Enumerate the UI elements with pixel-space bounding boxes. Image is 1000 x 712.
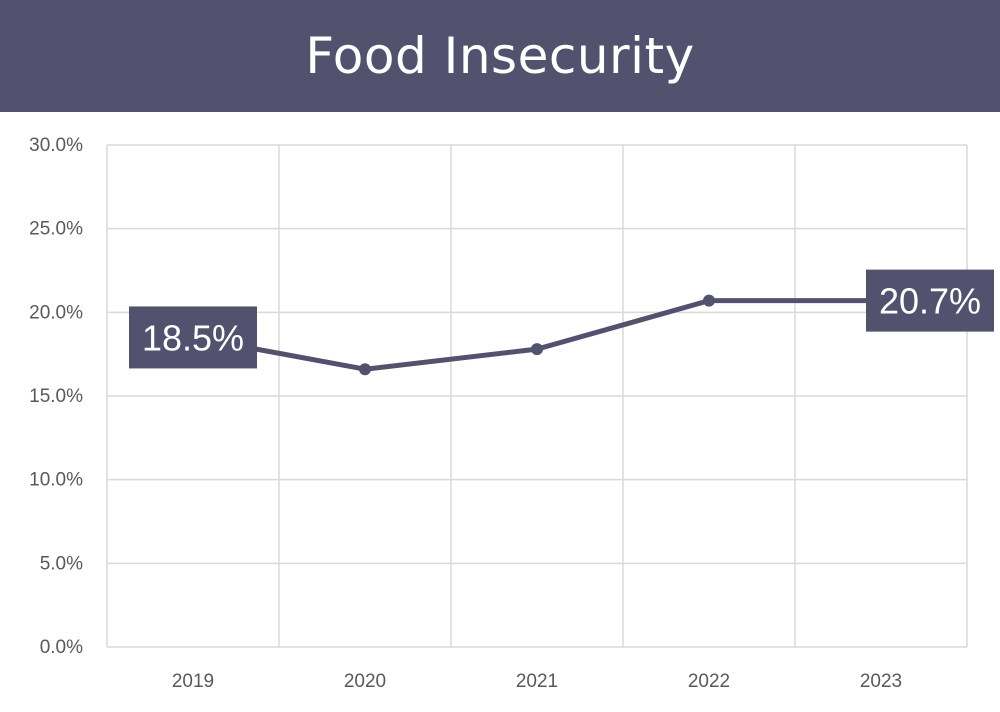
y-tick-label: 0.0% — [40, 637, 83, 658]
data-point — [531, 343, 543, 356]
grid-layer — [106, 144, 968, 648]
data-label: 20.7% — [879, 281, 981, 322]
data-labels: 18.5% 20.7% — [129, 269, 994, 369]
x-tick-label: 2021 — [516, 671, 558, 692]
axis-labels: 0.0% 5.0% 10.0% 15.0% 20.0% 25.0% 30.0% 2019 202… — [29, 135, 902, 692]
data-point — [703, 294, 715, 307]
data-label: 18.5% — [142, 317, 244, 358]
chart-title: Food Insecurity — [305, 27, 695, 85]
y-tick-label: 20.0% — [29, 302, 83, 323]
y-tick-label: 10.0% — [29, 470, 83, 491]
x-tick-label: 2022 — [688, 671, 730, 692]
title-bar: Food Insecurity — [0, 0, 1000, 112]
y-tick-label: 30.0% — [29, 135, 83, 156]
x-tick-label: 2020 — [344, 671, 386, 692]
x-tick-label: 2019 — [172, 671, 214, 692]
series-layer — [187, 294, 887, 376]
data-label-box — [866, 269, 994, 332]
y-tick-label: 15.0% — [29, 386, 83, 407]
series-line — [190, 298, 884, 372]
data-label-box — [129, 306, 257, 369]
x-tick-label: 2023 — [860, 671, 902, 692]
y-tick-label: 5.0% — [40, 553, 83, 574]
data-point — [359, 363, 371, 376]
y-tick-label: 25.0% — [29, 219, 83, 240]
